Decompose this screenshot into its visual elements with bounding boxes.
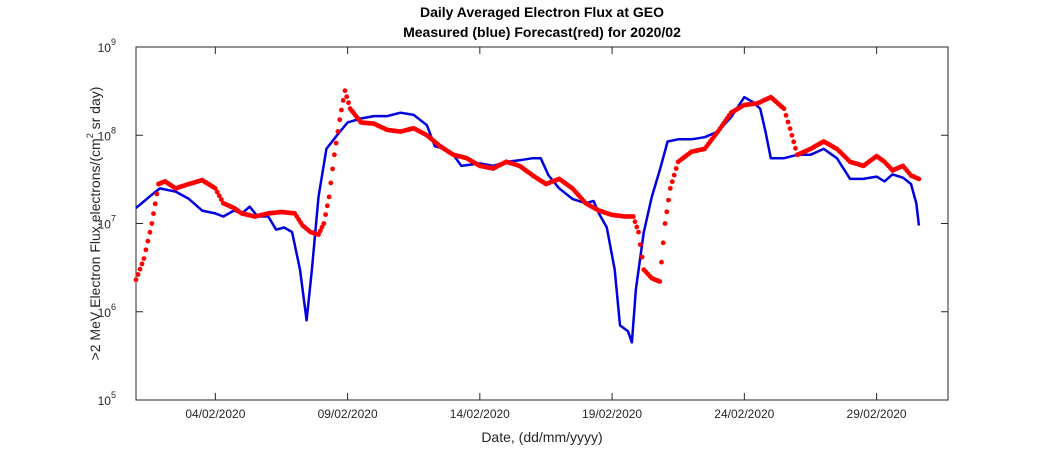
forecast-point bbox=[637, 242, 643, 248]
forecast-point bbox=[151, 211, 156, 217]
forecast-point bbox=[636, 229, 641, 235]
forecast-point bbox=[216, 193, 222, 199]
forecast-point bbox=[916, 176, 922, 182]
forecast-point bbox=[660, 240, 666, 246]
forecast-point bbox=[673, 166, 679, 171]
y-tick-exponent: 9 bbox=[111, 37, 116, 47]
forecast-point bbox=[789, 132, 795, 138]
forecast-point bbox=[333, 140, 339, 146]
y-tick-label: 108 bbox=[98, 125, 116, 143]
forecast-point bbox=[135, 272, 141, 277]
x-tick-label: 19/02/2020 bbox=[582, 407, 642, 421]
forecast-point bbox=[317, 228, 323, 234]
x-axis: 04/02/2020 09/02/2020 14/02/2020 19/02/2020… bbox=[185, 47, 907, 421]
series-forecast-points bbox=[133, 88, 922, 284]
y-tick-base: 10 bbox=[98, 394, 112, 408]
forecast-point bbox=[664, 209, 670, 215]
forecast-point bbox=[791, 139, 797, 145]
x-axis-label: Date, (dd/mm/yyyy) bbox=[481, 429, 602, 445]
forecast-point bbox=[781, 106, 787, 112]
forecast-point bbox=[337, 117, 343, 123]
forecast-point bbox=[630, 214, 636, 219]
y-tick-base: 10 bbox=[98, 41, 112, 55]
forecast-point bbox=[324, 203, 330, 209]
forecast-point bbox=[212, 186, 218, 191]
forecast-point bbox=[326, 194, 332, 200]
chart-subtitle: Measured (blue) Forecast(red) for 2020/0… bbox=[403, 24, 681, 40]
forecast-point bbox=[671, 172, 677, 178]
forecast-point bbox=[218, 197, 224, 202]
forecast-point bbox=[330, 166, 335, 172]
forecast-point bbox=[145, 238, 151, 244]
forecast-point bbox=[669, 179, 675, 185]
forecast-point bbox=[659, 259, 664, 265]
forecast-point bbox=[149, 221, 155, 226]
y-axis-label-superscript: 2 bbox=[85, 133, 95, 138]
y-tick-exponent: 6 bbox=[111, 302, 116, 312]
y-axis-label: >2 MeV Electron Flux,electrons/(cm2 sr d… bbox=[85, 87, 103, 361]
forecast-point bbox=[667, 186, 673, 191]
series-layer bbox=[133, 88, 922, 344]
forecast-point bbox=[137, 266, 143, 272]
forecast-point bbox=[657, 279, 663, 284]
forecast-point bbox=[154, 191, 160, 197]
forecast-point bbox=[323, 212, 328, 218]
forecast-point bbox=[332, 152, 337, 158]
y-tick-base: 10 bbox=[98, 306, 112, 320]
y-tick-label: 106 bbox=[98, 302, 116, 320]
forecast-point bbox=[335, 129, 341, 134]
y-tick-label: 109 bbox=[98, 37, 116, 55]
y-tick-base: 10 bbox=[98, 129, 112, 143]
forecast-point bbox=[316, 232, 321, 237]
forecast-point bbox=[344, 94, 350, 100]
forecast-point bbox=[632, 219, 638, 225]
y-tick-exponent: 8 bbox=[111, 125, 116, 135]
y-tick-label: 107 bbox=[98, 214, 116, 232]
forecast-point bbox=[321, 221, 327, 226]
forecast-point bbox=[346, 100, 351, 106]
forecast-point bbox=[152, 201, 158, 207]
forecast-point bbox=[785, 119, 791, 125]
forecast-point bbox=[141, 256, 147, 261]
forecast-point bbox=[639, 254, 645, 260]
x-tick-label: 29/02/2020 bbox=[847, 407, 907, 421]
y-tick-exponent: 5 bbox=[111, 390, 116, 400]
forecast-point bbox=[666, 197, 671, 203]
forecast-point bbox=[214, 189, 220, 195]
x-tick-label: 24/02/2020 bbox=[714, 407, 774, 421]
forecast-point bbox=[147, 229, 153, 235]
forecast-point bbox=[634, 224, 640, 230]
chart-title: Daily Averaged Electron Flux at GEO bbox=[420, 4, 664, 20]
forecast-point bbox=[328, 180, 334, 186]
forecast-point bbox=[340, 98, 346, 103]
forecast-point bbox=[783, 112, 789, 118]
y-axis-label-main: >2 MeV Electron Flux,electrons/(cm bbox=[87, 138, 103, 360]
forecast-point bbox=[342, 88, 348, 94]
forecast-point bbox=[339, 107, 344, 113]
y-axis-label-rest: sr day) bbox=[87, 87, 103, 134]
forecast-point bbox=[133, 277, 139, 283]
y-tick-base: 10 bbox=[98, 218, 112, 232]
forecast-point bbox=[662, 221, 668, 226]
forecast-point bbox=[143, 247, 149, 253]
y-tick-label: 105 bbox=[98, 390, 116, 408]
y-tick-exponent: 7 bbox=[111, 214, 116, 224]
x-tick-label: 14/02/2020 bbox=[450, 407, 510, 421]
forecast-point bbox=[793, 145, 798, 151]
x-tick-label: 04/02/2020 bbox=[185, 407, 245, 421]
forecast-point bbox=[787, 126, 793, 131]
x-tick-label: 09/02/2020 bbox=[318, 407, 378, 421]
forecast-point bbox=[139, 261, 145, 267]
forecast-point bbox=[319, 224, 325, 230]
series-line-measured bbox=[135, 95, 921, 344]
